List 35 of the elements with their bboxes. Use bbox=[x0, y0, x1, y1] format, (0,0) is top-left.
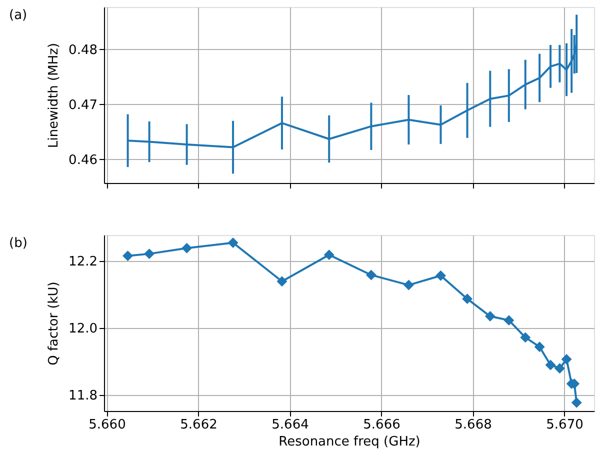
point bbox=[534, 342, 545, 352]
point bbox=[276, 276, 288, 287]
x-tick-label: 5.666 bbox=[363, 418, 400, 432]
point bbox=[484, 311, 496, 322]
point bbox=[561, 354, 572, 365]
point bbox=[366, 270, 376, 280]
point bbox=[122, 250, 134, 262]
y-tick-label: 0.47 bbox=[68, 98, 98, 113]
point bbox=[520, 332, 531, 343]
y-tick-label: 12.2 bbox=[68, 254, 98, 270]
x-tick-label: 5.664 bbox=[272, 418, 309, 432]
y-axis-title: Q factor (kU) bbox=[46, 282, 62, 366]
x-axis-title: Resonance freq (GHz) bbox=[278, 434, 420, 450]
point bbox=[403, 280, 414, 290]
y-tick-label: 0.46 bbox=[68, 152, 98, 168]
text: (b) bbox=[9, 236, 28, 251]
text: (a) bbox=[9, 8, 28, 23]
point bbox=[571, 397, 582, 408]
point bbox=[462, 294, 473, 304]
y-tick-label: 12.0 bbox=[68, 322, 98, 337]
point bbox=[554, 363, 565, 374]
point bbox=[545, 360, 556, 370]
point bbox=[324, 250, 334, 260]
y-tick-label: 11.8 bbox=[68, 388, 98, 404]
point bbox=[504, 315, 514, 326]
point bbox=[144, 248, 155, 260]
point bbox=[228, 237, 238, 248]
point bbox=[182, 242, 192, 254]
y-axis-title: Linewidth (MHz) bbox=[46, 42, 62, 148]
x-tick-label: 5.670 bbox=[546, 418, 584, 432]
x-tick-label: 5.660 bbox=[88, 418, 126, 432]
x-tick-label: 5.668 bbox=[454, 418, 492, 432]
point bbox=[435, 270, 446, 281]
y-tick-label: 0.48 bbox=[68, 42, 98, 58]
x-tick-label: 5.662 bbox=[180, 418, 218, 432]
